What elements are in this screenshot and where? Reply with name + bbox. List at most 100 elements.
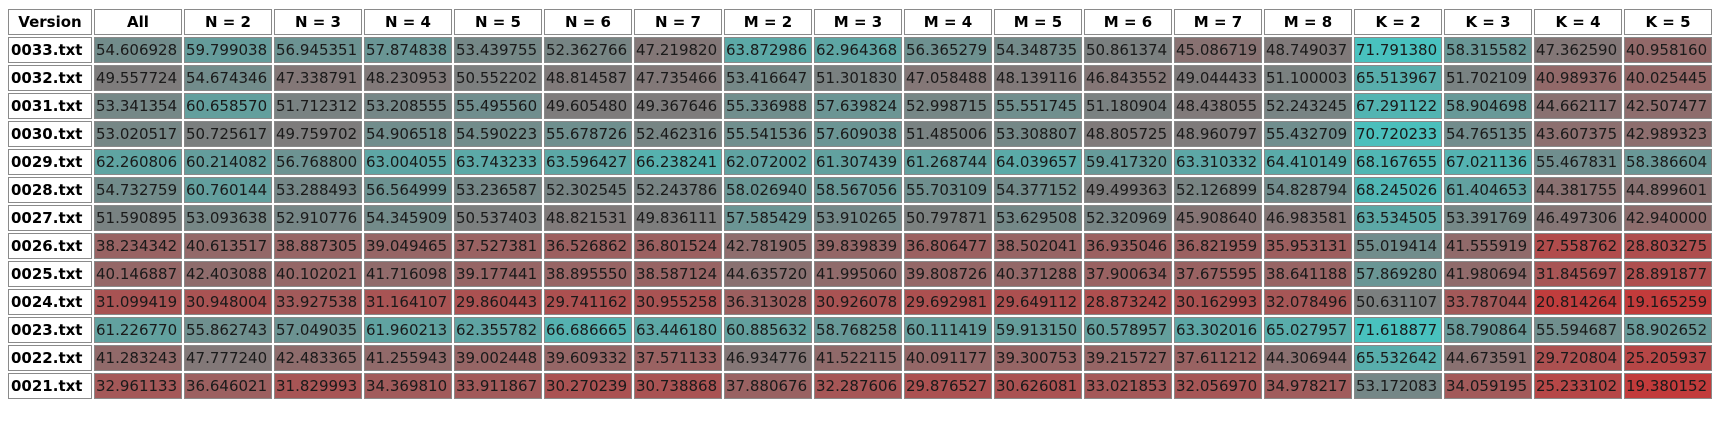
- heatmap-cell: 59.799038: [184, 37, 272, 63]
- table-row: 0032.txt 49.557724 54.674346 47.338791 48.23…: [8, 65, 1712, 91]
- heatmap-cell: 39.177441: [454, 261, 542, 287]
- heatmap-cell: 55.862743: [184, 317, 272, 343]
- heatmap-cell: 40.613517: [184, 233, 272, 259]
- heatmap-cell: 28.873242: [1084, 289, 1172, 315]
- heatmap-cell: 46.497306: [1534, 205, 1622, 231]
- heatmap-cell: 36.806477: [904, 233, 992, 259]
- heatmap-cell: 47.338791: [274, 65, 362, 91]
- heatmap-cell: 41.522115: [814, 345, 902, 371]
- heatmap-cell: 51.590895: [94, 205, 182, 231]
- table-row: 0033.txt 54.606928 59.799038 56.945351 57.87…: [8, 37, 1712, 63]
- heatmap-cell: 53.020517: [94, 121, 182, 147]
- heatmap-cell: 40.102021: [274, 261, 362, 287]
- heatmap-cell: 33.911867: [454, 373, 542, 399]
- heatmap-cell: 54.674346: [184, 65, 272, 91]
- heatmap-cell: 63.310332: [1174, 149, 1262, 175]
- heatmap-cell: 55.541536: [724, 121, 812, 147]
- heatmap-cell: 29.720804: [1534, 345, 1622, 371]
- column-header: M = 2: [724, 9, 812, 35]
- heatmap-cell: 54.732759: [94, 177, 182, 203]
- heatmap-cell: 66.686665: [544, 317, 632, 343]
- heatmap-cell: 51.180904: [1084, 93, 1172, 119]
- heatmap-cell: 29.860443: [454, 289, 542, 315]
- heatmap-cell: 40.091177: [904, 345, 992, 371]
- heatmap-cell: 44.381755: [1534, 177, 1622, 203]
- heatmap-cell: 34.059195: [1444, 373, 1532, 399]
- heatmap-cell: 60.578957: [1084, 317, 1172, 343]
- column-header: N = 7: [634, 9, 722, 35]
- heatmap-cell: 47.362590: [1534, 37, 1622, 63]
- heatmap-cell: 41.995060: [814, 261, 902, 287]
- heatmap-cell: 19.165259: [1624, 289, 1712, 315]
- heatmap-cell: 59.913150: [994, 317, 1082, 343]
- heatmap-cell: 47.219820: [634, 37, 722, 63]
- heatmap-cell: 53.308807: [994, 121, 1082, 147]
- heatmap-cell: 41.980694: [1444, 261, 1532, 287]
- heatmap-cell: 38.895550: [544, 261, 632, 287]
- heatmap-cell: 53.172083: [1354, 373, 1442, 399]
- heatmap-cell: 50.631107: [1354, 289, 1442, 315]
- heatmap-cell: 48.821531: [544, 205, 632, 231]
- heatmap-cell: 38.887305: [274, 233, 362, 259]
- heatmap-cell: 40.989376: [1534, 65, 1622, 91]
- heatmap-cell: 53.093638: [184, 205, 272, 231]
- heatmap-cell: 30.162993: [1174, 289, 1262, 315]
- heatmap-cell: 54.590223: [454, 121, 542, 147]
- heatmap-cell: 37.900634: [1084, 261, 1172, 287]
- heatmap-cell: 67.291122: [1354, 93, 1442, 119]
- heatmap-cell: 40.146887: [94, 261, 182, 287]
- heatmap-cell: 58.768258: [814, 317, 902, 343]
- heatmap-cell: 52.998715: [904, 93, 992, 119]
- heatmap-cell: 30.955258: [634, 289, 722, 315]
- heatmap-cell: 55.594687: [1534, 317, 1622, 343]
- heatmap-cell: 36.313028: [724, 289, 812, 315]
- heatmap-cell: 32.961133: [94, 373, 182, 399]
- heatmap-cell: 44.899601: [1624, 177, 1712, 203]
- heatmap-cell: 33.021853: [1084, 373, 1172, 399]
- heatmap-cell: 25.233102: [1534, 373, 1622, 399]
- heatmap-cell: 41.716098: [364, 261, 452, 287]
- heatmap-cell: 42.483365: [274, 345, 362, 371]
- heatmap-cell: 39.002448: [454, 345, 542, 371]
- column-header: N = 4: [364, 9, 452, 35]
- heatmap-cell: 42.781905: [724, 233, 812, 259]
- heatmap-cell: 56.365279: [904, 37, 992, 63]
- heatmap-cell: 52.462316: [634, 121, 722, 147]
- heatmap-cell: 45.908640: [1174, 205, 1262, 231]
- heatmap-cell: 54.377152: [994, 177, 1082, 203]
- heatmap-cell: 37.880676: [724, 373, 812, 399]
- heatmap-cell: 49.499363: [1084, 177, 1172, 203]
- column-header: M = 4: [904, 9, 992, 35]
- table-row: 0023.txt 61.226770 55.862743 57.049035 61.96…: [8, 317, 1712, 343]
- heatmap-cell: 47.735466: [634, 65, 722, 91]
- table-row: 0026.txt 38.234342 40.613517 38.887305 39.04…: [8, 233, 1712, 259]
- heatmap-cell: 63.872986: [724, 37, 812, 63]
- heatmap-cell: 57.609038: [814, 121, 902, 147]
- heatmap-cell: 70.720233: [1354, 121, 1442, 147]
- heatmap-cell: 53.208555: [364, 93, 452, 119]
- heatmap-cell: 63.534505: [1354, 205, 1442, 231]
- table-row: 0030.txt 53.020517 50.725617 49.759702 54.90…: [8, 121, 1712, 147]
- heatmap-cell: 60.214082: [184, 149, 272, 175]
- heatmap-cell: 57.639824: [814, 93, 902, 119]
- heatmap-cell: 50.537403: [454, 205, 542, 231]
- heatmap-cell: 49.605480: [544, 93, 632, 119]
- heatmap-cell: 36.935046: [1084, 233, 1172, 259]
- heatmap-cell: 61.404653: [1444, 177, 1532, 203]
- column-header: N = 3: [274, 9, 362, 35]
- heatmap-cell: 58.790864: [1444, 317, 1532, 343]
- heatmap-cell: 58.904698: [1444, 93, 1532, 119]
- heatmap-cell: 64.039657: [994, 149, 1082, 175]
- row-label: 0029.txt: [8, 149, 92, 175]
- heatmap-cell: 54.906518: [364, 121, 452, 147]
- heatmap-cell: 42.940000: [1624, 205, 1712, 231]
- heatmap-cell: 29.692981: [904, 289, 992, 315]
- heatmap-cell: 58.386604: [1624, 149, 1712, 175]
- heatmap-cell: 32.287606: [814, 373, 902, 399]
- heatmap-cell: 27.558762: [1534, 233, 1622, 259]
- heatmap-cell: 28.891877: [1624, 261, 1712, 287]
- heatmap-cell: 53.910265: [814, 205, 902, 231]
- heatmap-body: 0033.txt 54.606928 59.799038 56.945351 57.87…: [8, 37, 1712, 399]
- heatmap-cell: 67.021136: [1444, 149, 1532, 175]
